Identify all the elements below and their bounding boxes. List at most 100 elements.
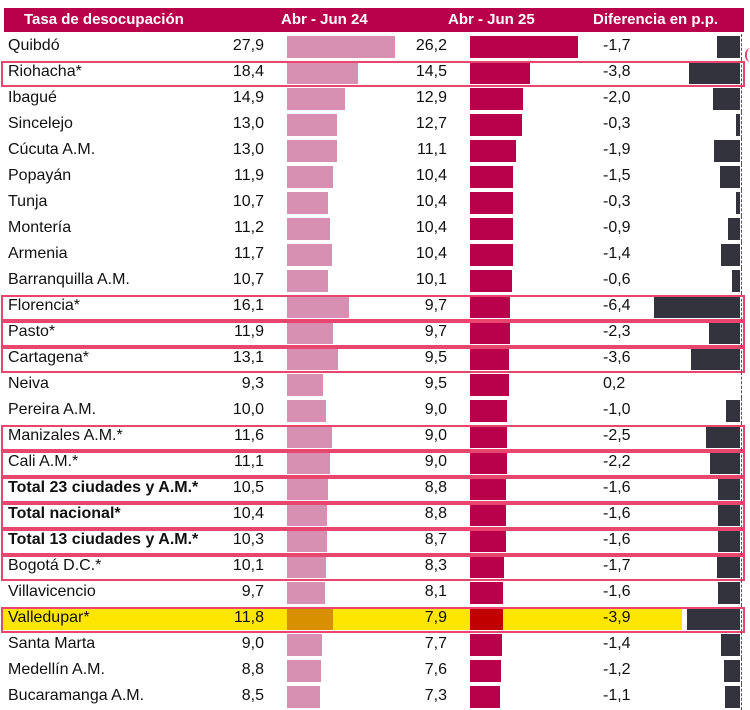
value-2025: 7,6 xyxy=(424,661,447,678)
value-2025: 8,3 xyxy=(424,557,447,574)
side-annotation-mark xyxy=(745,48,750,62)
city-label: Medellín A.M. xyxy=(8,661,105,678)
value-2024: 13,1 xyxy=(232,349,264,366)
value-difference: -0,3 xyxy=(603,193,631,210)
city-label: Montería xyxy=(8,219,72,236)
header-city: Tasa de desocupación xyxy=(24,11,184,28)
bar-2024 xyxy=(287,400,326,422)
bar-2024 xyxy=(287,36,395,58)
value-2025: 9,5 xyxy=(424,375,447,392)
value-2024: 10,5 xyxy=(232,479,264,496)
zero-axis-line xyxy=(741,268,743,294)
table-row: Tunja 10,7 10,4 -0,3 xyxy=(0,190,750,216)
bar-2024 xyxy=(287,270,328,292)
bar-2024 xyxy=(287,660,321,682)
value-2024: 11,9 xyxy=(234,323,264,340)
zero-axis-line xyxy=(741,632,743,658)
bar-2025 xyxy=(470,634,502,656)
value-difference: -1,7 xyxy=(603,557,631,574)
table-row: Medellín A.M. 8,8 7,6 -1,2 xyxy=(0,658,750,684)
header-difference: Diferencia en p.p. xyxy=(593,11,719,28)
value-2025: 9,0 xyxy=(424,401,447,418)
bar-difference xyxy=(718,530,740,552)
bar-2025 xyxy=(470,504,506,526)
bar-2025 xyxy=(470,348,509,370)
table-row: Armenia 11,7 10,4 -1,4 xyxy=(0,242,750,268)
value-2024: 10,0 xyxy=(232,401,264,418)
value-2024: 11,1 xyxy=(234,453,264,470)
value-2025: 9,0 xyxy=(424,453,447,470)
bar-2025 xyxy=(470,62,530,84)
table-row: Total 13 ciudades y A.M.* 10,3 8,7 -1,6 xyxy=(0,528,750,555)
table-row: Villavicencio 9,7 8,1 -1,6 xyxy=(0,580,750,606)
row-outline xyxy=(1,295,745,321)
zero-axis-line xyxy=(741,320,743,346)
row-outline xyxy=(1,555,745,581)
bar-difference xyxy=(713,88,740,110)
table-header: Tasa de desocupación Abr - Jun 24 Abr - … xyxy=(4,8,744,32)
value-2025: 12,7 xyxy=(415,115,447,132)
table-row: Cali A.M.* 11,1 9,0 -2,2 xyxy=(0,450,750,477)
table-row: Total nacional* 10,4 8,8 -1,6 xyxy=(0,502,750,529)
row-outline xyxy=(1,451,745,477)
bar-2024 xyxy=(287,114,337,136)
zero-axis-line xyxy=(741,112,743,138)
value-2024: 13,0 xyxy=(232,141,264,158)
bar-2024 xyxy=(287,686,320,708)
bar-2024 xyxy=(287,426,332,448)
value-2025: 7,3 xyxy=(424,687,447,704)
zero-axis-line xyxy=(741,398,743,424)
value-2025: 10,1 xyxy=(415,271,447,288)
bar-difference xyxy=(689,62,740,84)
bar-2024 xyxy=(287,88,345,110)
bar-difference xyxy=(725,686,740,708)
value-2024: 10,4 xyxy=(232,505,264,522)
value-2024: 11,8 xyxy=(234,609,264,626)
bar-2024 xyxy=(287,504,327,526)
value-2024: 11,2 xyxy=(234,219,264,236)
value-2024: 10,3 xyxy=(232,531,264,548)
table-row: Barranquilla A.M. 10,7 10,1 -0,6 xyxy=(0,268,750,294)
bar-2024 xyxy=(287,348,338,370)
zero-axis-line xyxy=(741,476,743,502)
value-difference: -1,6 xyxy=(603,505,631,522)
city-label: Quibdó xyxy=(8,37,60,54)
value-2024: 13,0 xyxy=(232,115,264,132)
city-label: Cúcuta A.M. xyxy=(8,141,96,158)
table-row: Cartagena* 13,1 9,5 -3,6 xyxy=(0,346,750,373)
value-2025: 14,5 xyxy=(415,63,447,80)
header-period-2025: Abr - Jun 25 xyxy=(448,11,535,28)
value-difference: -1,7 xyxy=(603,37,631,54)
bar-difference xyxy=(720,166,740,188)
bar-2025 xyxy=(470,296,510,318)
value-difference: 0,2 xyxy=(603,375,626,392)
bar-2025 xyxy=(470,426,507,448)
bar-difference xyxy=(718,582,740,604)
value-2025: 10,4 xyxy=(415,167,447,184)
zero-axis-line xyxy=(741,86,743,112)
value-2024: 27,9 xyxy=(232,37,264,54)
city-label: Santa Marta xyxy=(8,635,96,652)
bar-difference xyxy=(687,608,740,630)
zero-axis-line xyxy=(741,216,743,242)
city-label: Total 23 ciudades y A.M.* xyxy=(8,479,199,496)
zero-axis-line xyxy=(741,294,743,320)
value-2025: 9,7 xyxy=(424,323,447,340)
value-2025: 8,7 xyxy=(424,531,447,548)
value-2024: 11,9 xyxy=(234,167,264,184)
city-label: Total nacional* xyxy=(8,505,121,522)
zero-axis-line xyxy=(741,372,743,398)
value-2025: 12,9 xyxy=(415,89,447,106)
value-2025: 8,8 xyxy=(424,505,447,522)
value-difference: -1,6 xyxy=(603,583,631,600)
table-row: Bucaramanga A.M. 8,5 7,3 -1,1 xyxy=(0,684,750,710)
bar-2024 xyxy=(287,452,330,474)
zero-axis-line xyxy=(741,658,743,684)
city-label: Cartagena* xyxy=(8,349,89,366)
bar-2025 xyxy=(470,36,578,58)
city-label: Neiva xyxy=(8,375,49,392)
city-label: Pereira A.M. xyxy=(8,401,97,418)
zero-axis-line xyxy=(741,164,743,190)
city-label: Manizales A.M.* xyxy=(8,427,123,444)
bar-2024 xyxy=(287,374,323,396)
